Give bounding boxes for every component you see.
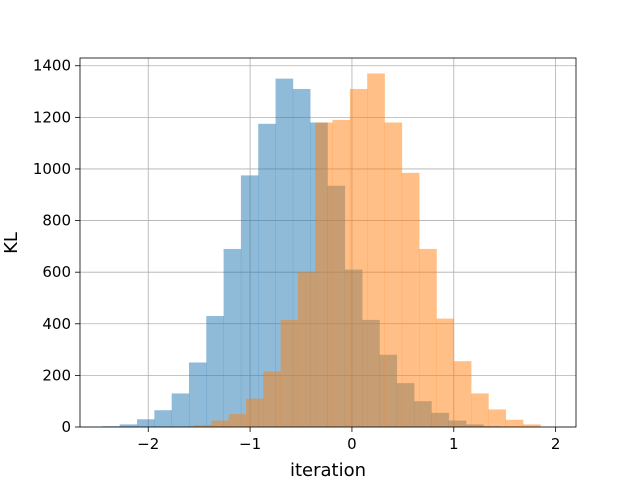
histogram-bar — [471, 393, 489, 427]
histogram-bar — [436, 318, 455, 427]
histogram-bar — [206, 316, 224, 427]
y-tick-label: 800 — [42, 212, 71, 230]
histogram-bar — [240, 175, 259, 427]
histogram-bar — [488, 409, 507, 427]
y-tick-label: 0 — [61, 418, 71, 436]
histogram-bar — [188, 362, 207, 427]
histogram-bar — [137, 419, 155, 427]
x-tick-label: 1 — [449, 435, 459, 453]
x-axis-label: iteration — [290, 460, 366, 480]
histogram-bar — [297, 272, 316, 427]
histogram-bar — [223, 248, 242, 427]
histogram-bar — [315, 122, 333, 427]
histogram-bar — [419, 248, 437, 427]
histogram-bar — [228, 414, 247, 427]
y-tick-label: 1200 — [33, 108, 71, 126]
y-axis-ticks: 0 200 400 600 800 1000 1200 1400 — [33, 57, 80, 436]
y-tick-label: 1000 — [33, 160, 71, 178]
x-tick-label: 2 — [551, 435, 561, 453]
histogram-bar — [171, 393, 190, 427]
y-tick-label: 1400 — [33, 57, 71, 75]
histogram-bar — [384, 122, 403, 427]
histogram-bar — [246, 398, 264, 427]
x-tick-label: −2 — [137, 435, 159, 453]
histogram-bar — [453, 361, 472, 427]
y-axis-label: KL — [1, 232, 22, 254]
histogram-bar — [332, 119, 351, 428]
histogram-bar — [280, 319, 299, 427]
histogram-bar — [258, 123, 276, 428]
histogram-bar — [505, 419, 524, 427]
y-tick-label: 200 — [42, 366, 71, 384]
histogram-bar — [401, 172, 420, 427]
x-tick-label: −1 — [239, 435, 261, 453]
histogram-bar — [211, 420, 229, 427]
x-axis-ticks: −2 −1 0 1 2 — [137, 427, 560, 453]
series-2-bars — [194, 73, 541, 428]
histogram-bar — [349, 88, 368, 428]
y-tick-label: 400 — [42, 315, 71, 333]
histogram-bar — [523, 424, 541, 427]
histogram-bar — [119, 424, 138, 427]
x-tick-label: 0 — [347, 435, 357, 453]
histogram-bar — [367, 73, 385, 428]
y-tick-label: 600 — [42, 263, 71, 281]
histogram-bar — [154, 410, 172, 427]
histogram-bar — [194, 424, 212, 427]
plot-frame — [79, 57, 577, 428]
histogram-bar — [263, 371, 281, 427]
